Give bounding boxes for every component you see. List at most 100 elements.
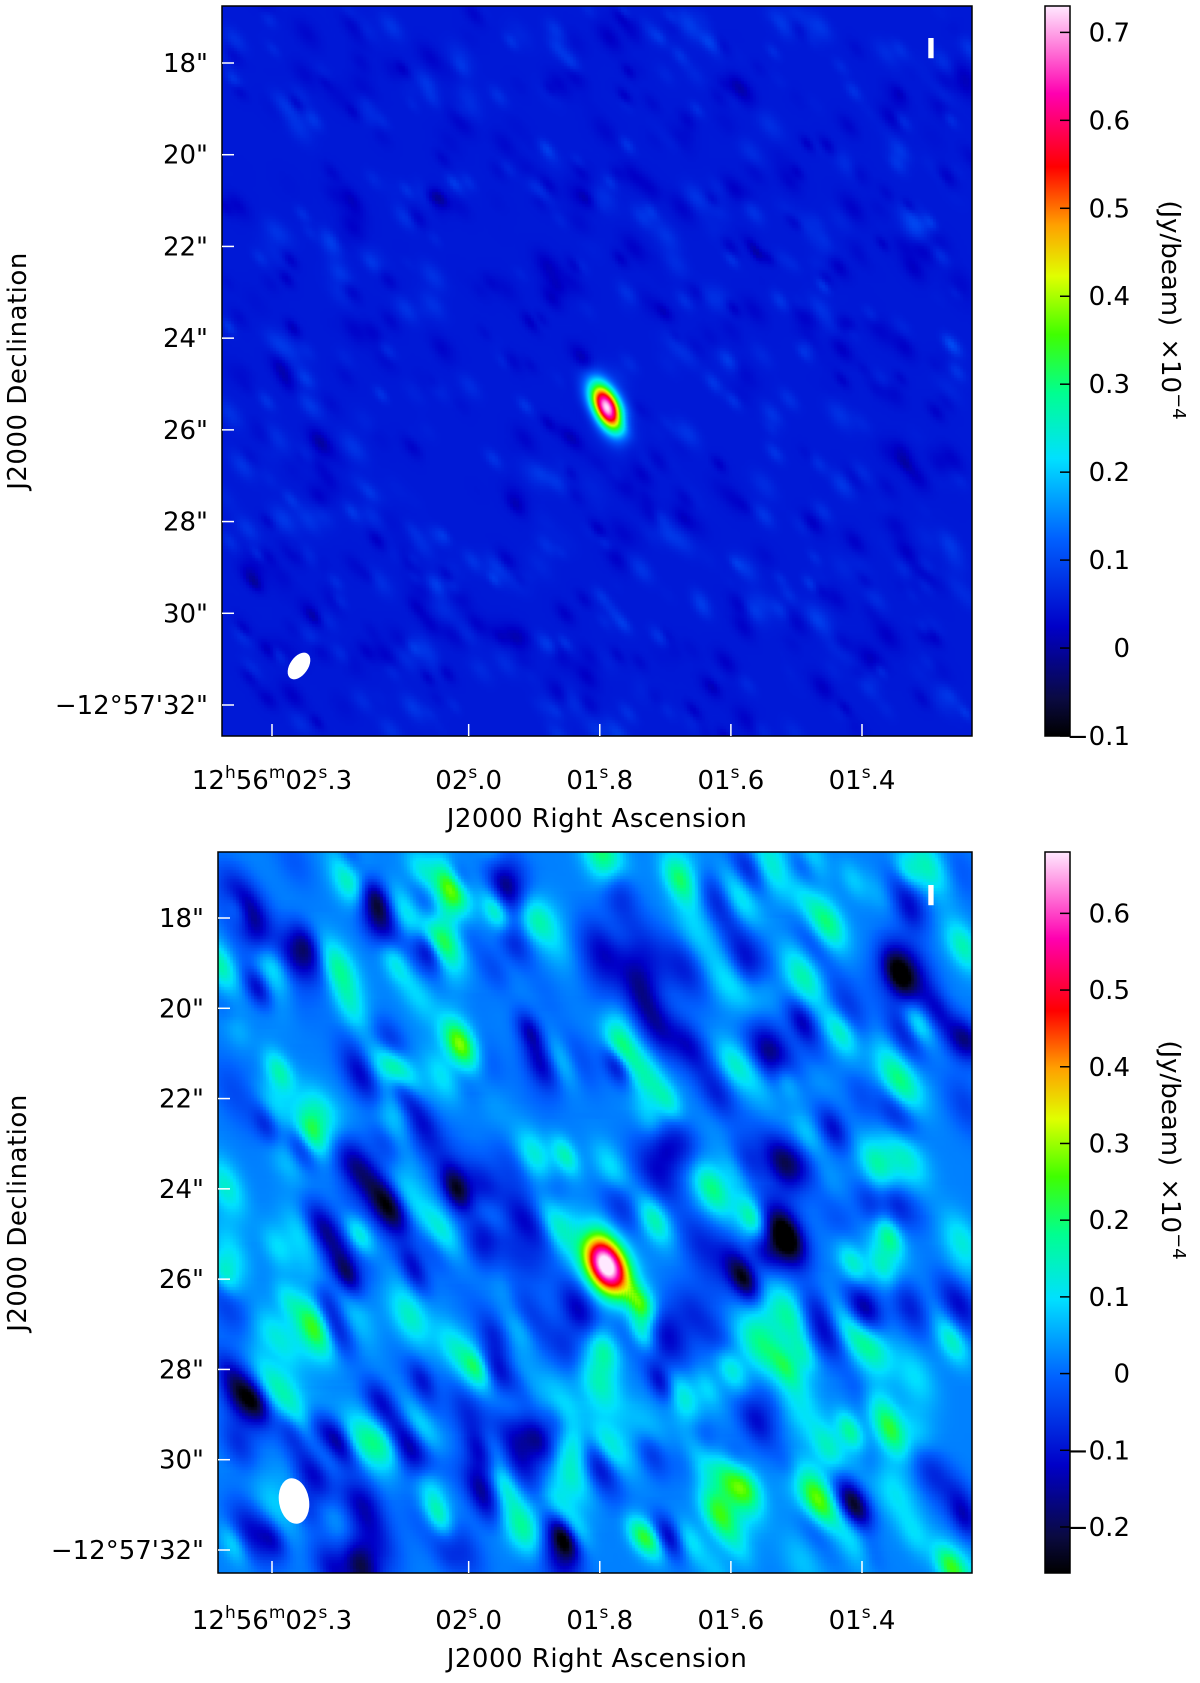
- x-tick-sup: h: [225, 1603, 236, 1623]
- x-tick-label: 01s.6: [698, 763, 765, 796]
- colorbar-gradient-top: [1044, 5, 1071, 737]
- x-tick-label: 01s.4: [829, 763, 896, 796]
- y-tick-labels-bottom: 18" 20" 22" 24" 26" 28" 30" −12°57'32": [51, 904, 230, 1566]
- stokes-label-top: I: [926, 32, 936, 65]
- colorbar-unit-bottom: (Jy/beam): [1155, 1040, 1185, 1166]
- x-tick-part: .8: [608, 1606, 633, 1636]
- x-tick-labels-bottom: 12h56m02s.3 02s.0 01s.8 01s.6 01s.4: [192, 1561, 896, 1636]
- colorbar-scale-base-top: ×10: [1155, 338, 1185, 393]
- colorbar-scale-exp-top: −4: [1168, 393, 1189, 420]
- colorbar-unit-top: (Jy/beam): [1155, 200, 1185, 326]
- x-axis-label-top: J2000 Right Ascension: [445, 804, 748, 834]
- colorbar-tick-label: −0.2: [1067, 1513, 1130, 1543]
- x-tick-sup: s: [731, 763, 740, 783]
- y-tick-label: 20": [159, 994, 204, 1024]
- x-tick-sup: s: [599, 1603, 608, 1623]
- colorbar-tick-label: 0.6: [1089, 899, 1130, 929]
- colorbar-scale-base-bottom: ×10: [1155, 1178, 1185, 1233]
- colorbar-scale-exp-bottom: −4: [1168, 1233, 1189, 1260]
- x-axis-label-bottom: J2000 Right Ascension: [445, 1644, 748, 1674]
- x-tick-part: 56: [236, 766, 269, 796]
- x-tick-label: 12h56m02s.3: [192, 1603, 352, 1636]
- x-tick-label: 02s.0: [435, 763, 502, 796]
- x-tick-part: 02: [285, 766, 318, 796]
- y-tick-label: 30": [163, 599, 208, 629]
- colorbar-tick-label: 0.2: [1089, 458, 1130, 488]
- x-tick-part: 01: [566, 766, 599, 796]
- x-tick-part: .0: [477, 1606, 502, 1636]
- x-tick-part: 12: [192, 766, 225, 796]
- x-tick-part: 01: [829, 766, 862, 796]
- x-tick-part: .0: [477, 766, 502, 796]
- x-tick-part: .4: [871, 766, 896, 796]
- y-tick-label: 20": [163, 141, 208, 171]
- y-tick-label: 24": [163, 324, 208, 354]
- panel-bottom: I 18" 20" 22" 24" 26" 28" 30" −12°57'32" 12h56m…: [3, 851, 1189, 1674]
- x-tick-part: 02: [435, 766, 468, 796]
- colorbar-tick-label: 0.2: [1089, 1206, 1130, 1236]
- colorbar-tick-label: 0: [1113, 634, 1130, 664]
- colorbar-tick-label: −0.1: [1067, 1436, 1130, 1466]
- colorbar-tick-label: −0.1: [1067, 722, 1130, 752]
- x-tick-part: 01: [698, 766, 731, 796]
- colorbar-bottom: 0.6 0.5 0.4 0.3 0.2 0.1 0 −0.1 −0.2 (Jy/beam) ×10…: [1044, 851, 1189, 1574]
- x-tick-sup: s: [318, 1603, 327, 1623]
- y-axis-label-bottom: J2000 Declination: [3, 1094, 33, 1334]
- colorbar-tick-label: 0: [1113, 1360, 1130, 1390]
- y-tick-label: −12°57'32": [55, 691, 208, 721]
- x-tick-part: 02: [285, 1606, 318, 1636]
- x-tick-sup: s: [862, 763, 871, 783]
- x-tick-part: .6: [739, 766, 764, 796]
- x-tick-labels-top: 12h56m02s.3 02s.0 01s.8 01s.6 01s.4: [192, 724, 896, 796]
- x-tick-sup: s: [862, 1603, 871, 1623]
- y-tick-label: 26": [159, 1265, 204, 1295]
- x-tick-sup: h: [225, 763, 236, 783]
- x-tick-part: .3: [327, 1606, 352, 1636]
- x-tick-sup: s: [599, 763, 608, 783]
- y-tick-label: 18": [163, 49, 208, 79]
- sky-image-bottom: [218, 852, 972, 1573]
- colorbar-tick-label: 0.6: [1089, 106, 1130, 136]
- x-tick-label: 01s.8: [566, 763, 633, 796]
- colorbar-tick-label: 0.4: [1089, 282, 1130, 312]
- colorbar-top: 0.7 0.6 0.5 0.4 0.3 0.2 0.1 0 −0.1 (Jy/beam) ×10−…: [1044, 5, 1189, 752]
- sky-image-top: [222, 6, 972, 736]
- x-tick-part: 01: [829, 1606, 862, 1636]
- x-tick-sup: m: [269, 1603, 286, 1623]
- y-tick-label: 26": [163, 416, 208, 446]
- x-tick-part: .3: [327, 766, 352, 796]
- stokes-label-bottom: I: [926, 879, 936, 912]
- colorbar-tick-label: 0.1: [1089, 1283, 1130, 1313]
- x-tick-sup: m: [269, 763, 286, 783]
- x-tick-label: 12h56m02s.3: [192, 763, 352, 796]
- colorbar-tick-label: 0.3: [1089, 1129, 1130, 1159]
- x-tick-sup: s: [731, 1603, 740, 1623]
- x-tick-part: 12: [192, 1606, 225, 1636]
- x-tick-part: 01: [698, 1606, 731, 1636]
- y-tick-label: 22": [159, 1085, 204, 1115]
- y-tick-label: 28": [163, 508, 208, 538]
- y-tick-label: 22": [163, 232, 208, 262]
- image-frame-bottom: [217, 851, 973, 1574]
- colorbar-tick-label: 0.5: [1089, 194, 1130, 224]
- y-tick-label: 18": [159, 904, 204, 934]
- x-tick-part: .6: [739, 1606, 764, 1636]
- colorbar-tick-label: 0.1: [1089, 546, 1130, 576]
- x-tick-part: .8: [608, 766, 633, 796]
- colorbar-label-bottom: (Jy/beam) ×10−4: [1155, 1040, 1189, 1259]
- beam-ellipse-bottom: [278, 1478, 310, 1524]
- x-tick-part: .4: [871, 1606, 896, 1636]
- x-tick-label: 02s.0: [435, 1603, 502, 1636]
- x-tick-sup: s: [468, 1603, 477, 1623]
- colorbar-ticks-bottom: 0.6 0.5 0.4 0.3 0.2 0.1 0 −0.1 −0.2: [1060, 899, 1130, 1543]
- y-tick-label: 24": [159, 1175, 204, 1205]
- colorbar-ticks-top: 0.7 0.6 0.5 0.4 0.3 0.2 0.1 0 −0.1: [1060, 18, 1130, 752]
- y-tick-label: −12°57'32": [51, 1536, 204, 1566]
- colorbar-tick-label: 0.5: [1089, 976, 1130, 1006]
- x-tick-label: 01s.4: [829, 1603, 896, 1636]
- image-canvas-bottom: [218, 852, 972, 1573]
- panel-top: I 18" 20" 22" 24" 26" 28" 30" −12°57'32" 12h56m…: [3, 5, 1189, 834]
- colorbar-gradient-bottom: [1044, 851, 1071, 1574]
- colorbar-tick-label: 0.3: [1089, 370, 1130, 400]
